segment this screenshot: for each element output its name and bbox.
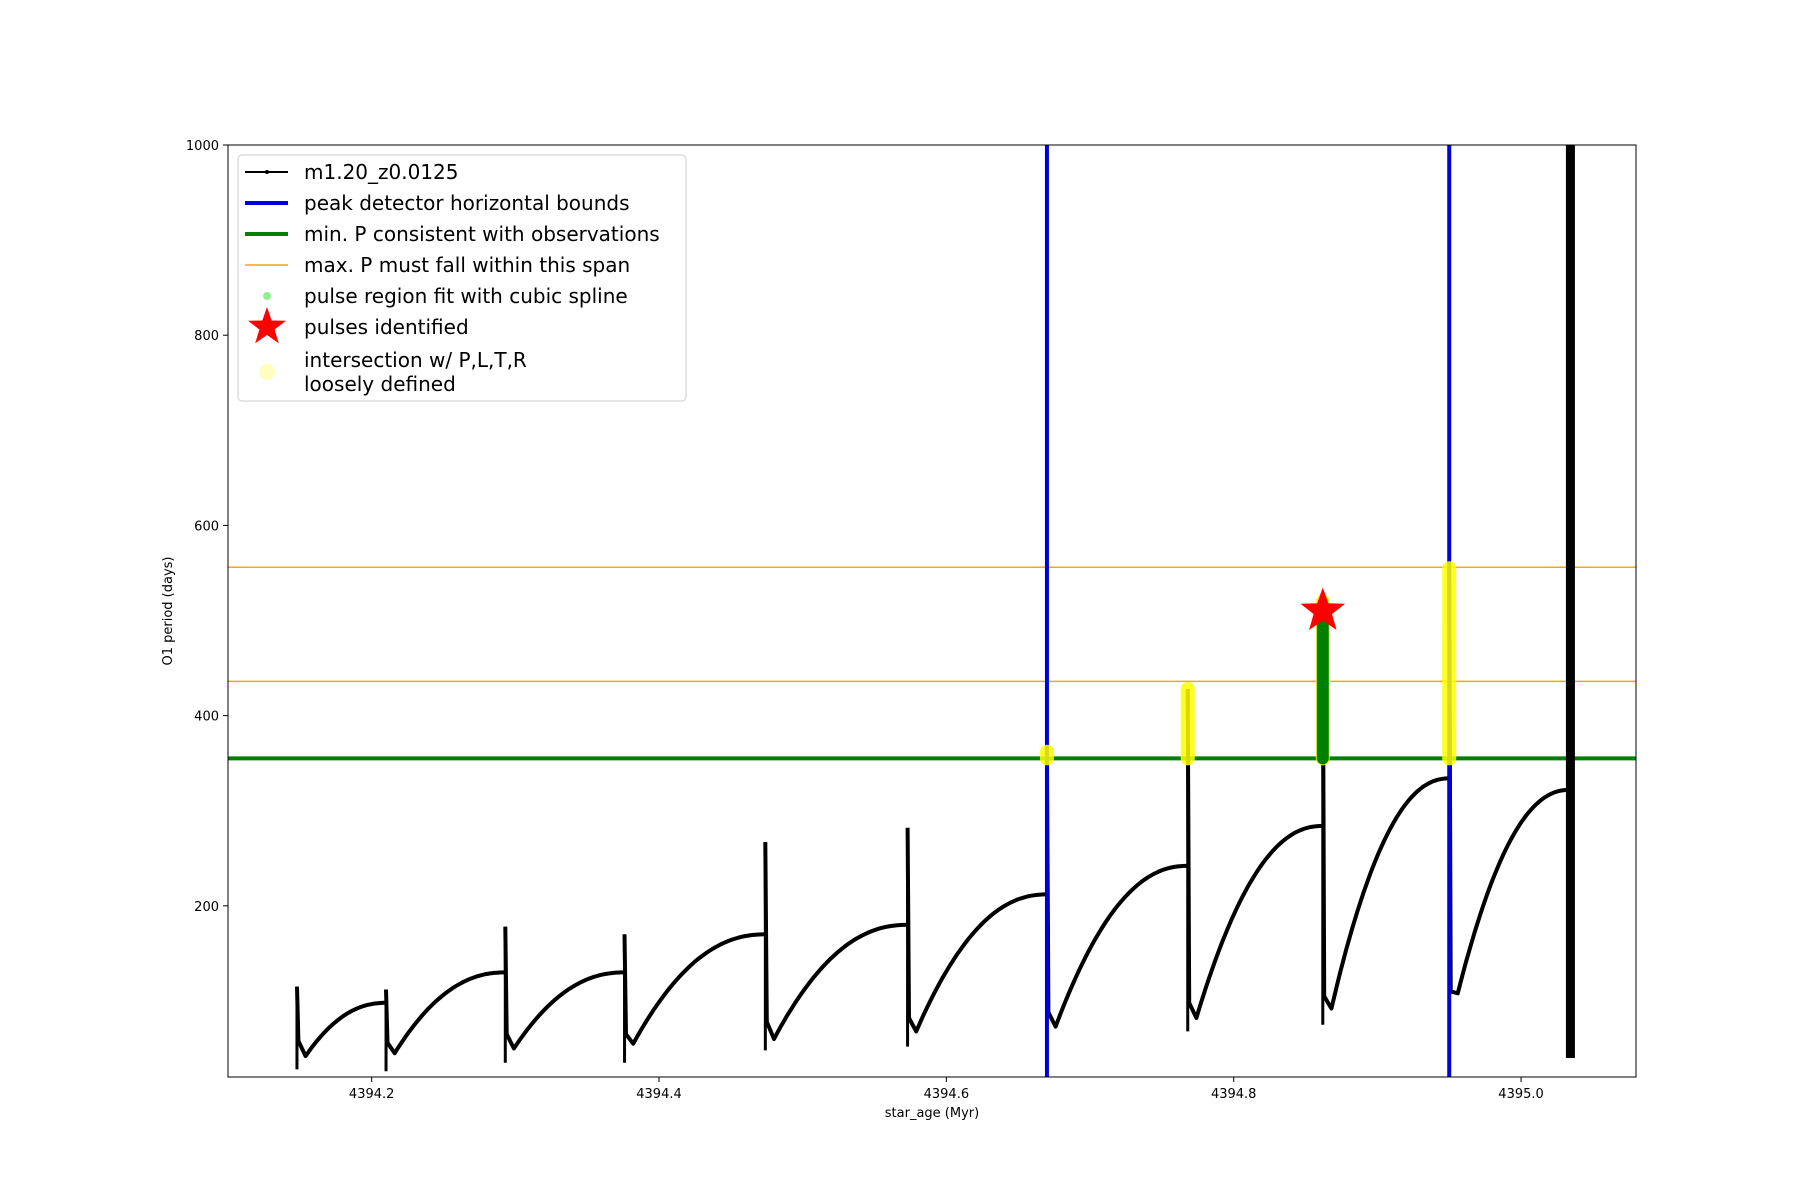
x-axis: 4394.2 4394.4 4394.6 4394.8 4395.0 [349, 1077, 1544, 1102]
legend-marker [265, 170, 269, 174]
y-tick-label: 200 [194, 900, 219, 915]
x-tick-label: 4394.2 [349, 1087, 395, 1102]
legend-item: peak detector horizontal bounds [245, 191, 630, 215]
legend-label: min. P consistent with observations [304, 222, 660, 246]
legend-item: max. P must fall within this span [245, 253, 630, 277]
legend-item: m1.20_z0.0125 [245, 160, 459, 184]
pulse-identified-star-1 [1300, 587, 1346, 630]
y-tick-label: 400 [194, 710, 219, 725]
series-pulse-8 [1185, 688, 1323, 1020]
y-axis-label: O1 period (days) [161, 556, 176, 665]
series-pulse-10 [1447, 568, 1570, 996]
legend-label: peak detector horizontal bounds [304, 191, 630, 215]
legend-label: intersection w/ P,L,T,R [304, 348, 527, 372]
legend-item: pulse region fit with cubic spline [263, 284, 628, 308]
y-tick-label: 800 [194, 329, 219, 344]
series-pulse-4 [622, 932, 766, 1046]
legend-label: pulse region fit with cubic spline [304, 284, 628, 308]
legend-box [237, 154, 687, 402]
series-pulse-2 [384, 970, 506, 1056]
legend-item: min. P consistent with observations [245, 222, 660, 246]
x-tick-label: 4394.6 [924, 1087, 970, 1102]
plot-frame [227, 144, 1637, 1078]
series-pulse-5 [763, 842, 908, 1041]
series-pulse-7 [1044, 751, 1188, 1029]
x-tick-label: 4394.8 [1211, 1087, 1257, 1102]
legend-handle [248, 307, 286, 344]
series-pulse-3 [503, 926, 625, 1051]
series-pulse-9 [1320, 622, 1450, 1011]
plot-area [228, 145, 1636, 1077]
legend-label: max. P must fall within this span [304, 253, 630, 277]
legend-label: loosely defined [304, 372, 456, 396]
series-pulse-1 [295, 986, 386, 1059]
legend-handle [259, 364, 275, 380]
y-tick-label: 1000 [186, 139, 219, 154]
legend-label: m1.20_z0.0125 [304, 160, 459, 184]
x-tick-label: 4395.0 [1498, 1087, 1544, 1102]
legend-label: pulses identified [304, 315, 469, 339]
series-pulse-6 [905, 827, 1047, 1034]
series-final-spike [1565, 145, 1575, 1058]
legend-handle [263, 292, 271, 300]
x-tick-label: 4394.4 [636, 1087, 682, 1102]
y-tick-label: 600 [194, 519, 219, 534]
y-axis: 200 400 600 800 1000 [186, 139, 228, 915]
x-axis-label: star_age (Myr) [885, 1106, 979, 1121]
legend-item: pulses identified [248, 307, 469, 344]
